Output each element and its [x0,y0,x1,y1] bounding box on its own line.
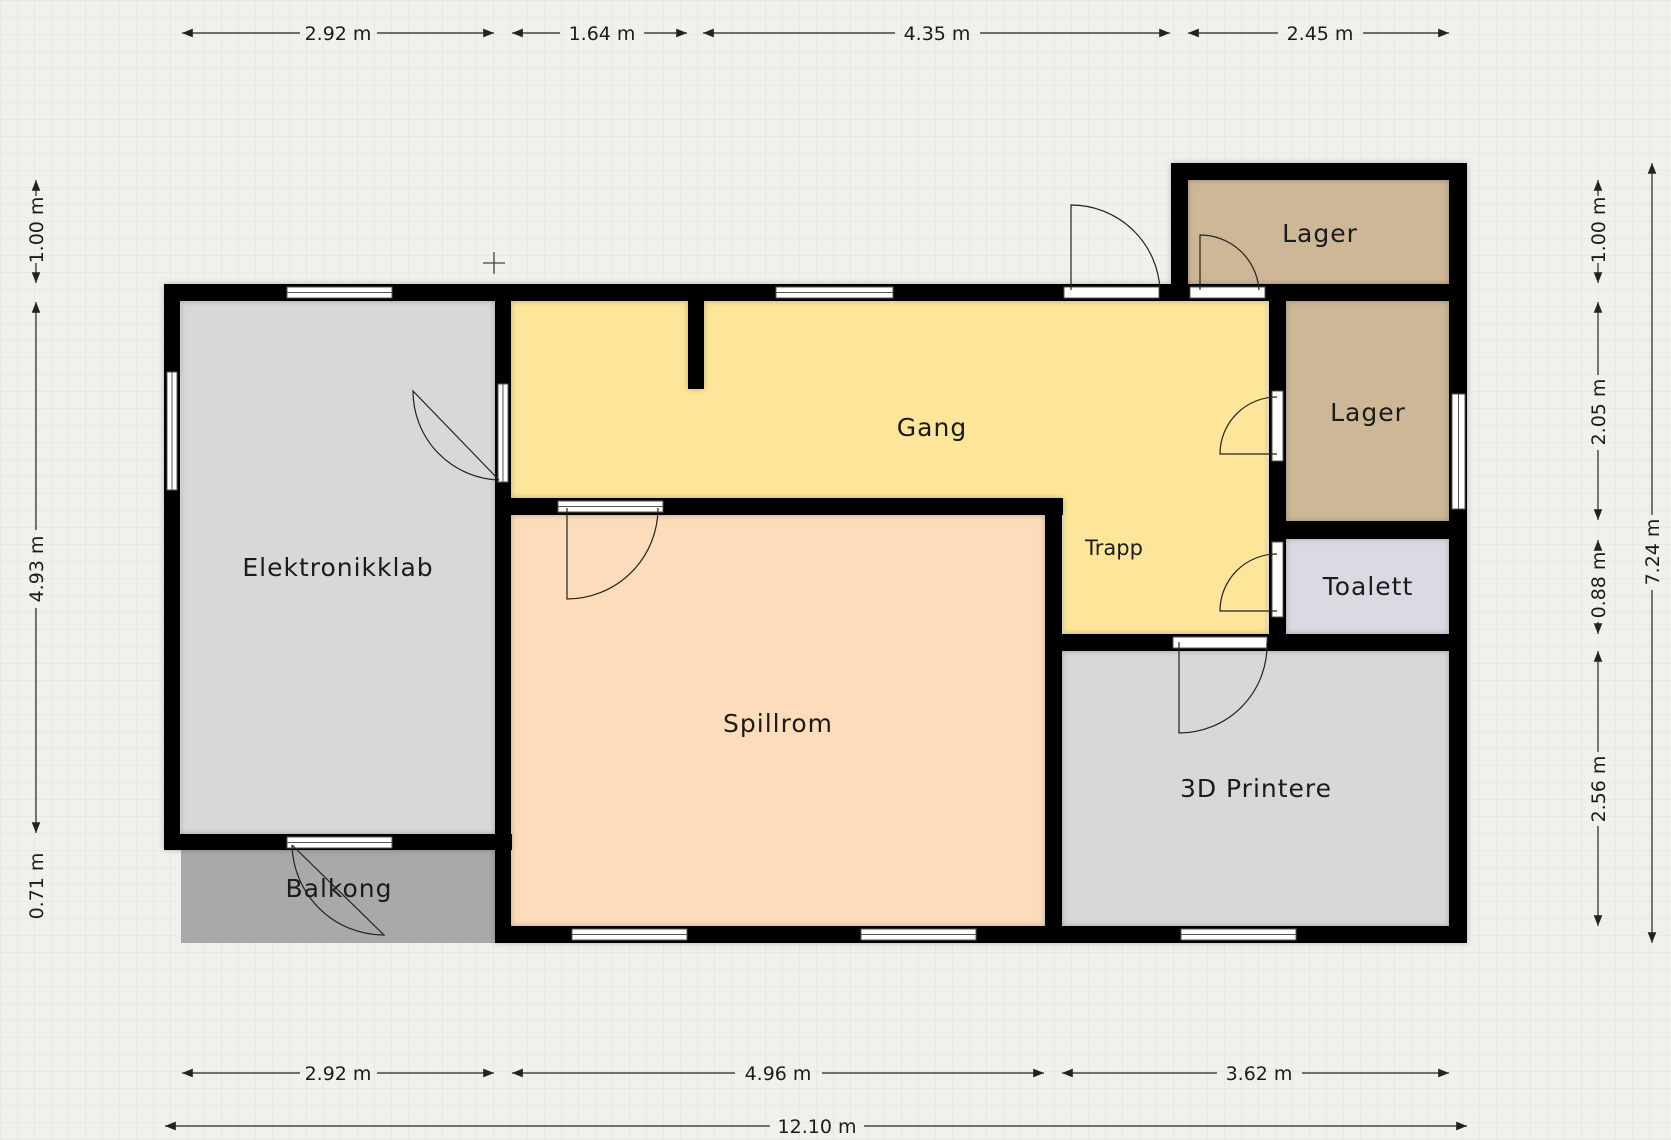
room-labels: Elektronikklab Gang Trapp Spillrom 3D Pr… [242,219,1414,903]
door-elektronikklab [412,389,500,481]
floor-lager-top [1188,180,1449,284]
room-label-spillrom: Spillrom [723,709,833,738]
room-label-toalett: Toalett [1322,572,1414,601]
crosshair-icon [483,252,505,274]
dim-top-4: 2.45 m [1287,23,1354,45]
dim-right-3: 0.88 m [1588,552,1610,619]
room-label-lager-top: Lager [1282,219,1358,248]
dim-right-4: 2.56 m [1588,756,1610,823]
room-label-3d-printere: 3D Printere [1180,774,1332,803]
dimension-lines [31,28,1657,1131]
room-label-lager-mid: Lager [1330,398,1406,427]
door-toalett [1219,553,1278,612]
dim-top-1: 2.92 m [305,23,372,45]
door-entrance [1070,204,1161,291]
floor-toalett [1286,539,1449,634]
door-lager-mid [1219,396,1278,455]
window [286,286,393,299]
room-floors [181,180,1449,943]
doors [291,204,1278,936]
dim-total-height: 7.24 m [1642,519,1664,586]
dim-left-3: 0.71 m [26,853,48,920]
window [571,928,688,941]
dim-bottom-2: 4.96 m [745,1063,812,1085]
floor-balkong [181,848,496,943]
dim-top-2: 1.64 m [569,23,636,45]
room-label-elektronikklab: Elektronikklab [242,553,433,582]
dim-bottom-1: 2.92 m [305,1063,372,1085]
window [1451,393,1466,510]
room-label-gang: Gang [897,413,967,442]
room-label-balkong: Balkong [285,874,392,903]
window [286,836,393,849]
dimension-labels: 2.92 m 1.64 m 4.35 m 2.45 m 2.92 m 4.96 … [26,23,1664,1138]
floor-spillrom [511,515,1045,926]
window [497,383,509,483]
dim-right-2: 2.05 m [1588,379,1610,446]
room-label-trapp: Trapp [1084,536,1143,560]
floor-3d-printere [1062,651,1449,926]
dim-bottom-3: 3.62 m [1226,1063,1293,1085]
dim-left-1: 1.00 m [26,197,48,264]
dim-total-width: 12.10 m [778,1116,857,1138]
window [775,286,894,299]
door-spillrom [566,507,659,600]
floor-elektronikklab [181,301,496,834]
door-3d-printere [1178,641,1268,734]
windows [166,286,1466,941]
door-lager-top [1199,234,1260,291]
door-balkong [291,844,386,936]
dim-top-3: 4.35 m [904,23,971,45]
window [557,500,664,513]
dim-right-1: 1.00 m [1588,197,1610,264]
window [860,928,977,941]
window [1180,928,1297,941]
window [166,371,178,491]
dim-left-2: 4.93 m [26,536,48,603]
floor-lager-mid [1286,301,1449,521]
